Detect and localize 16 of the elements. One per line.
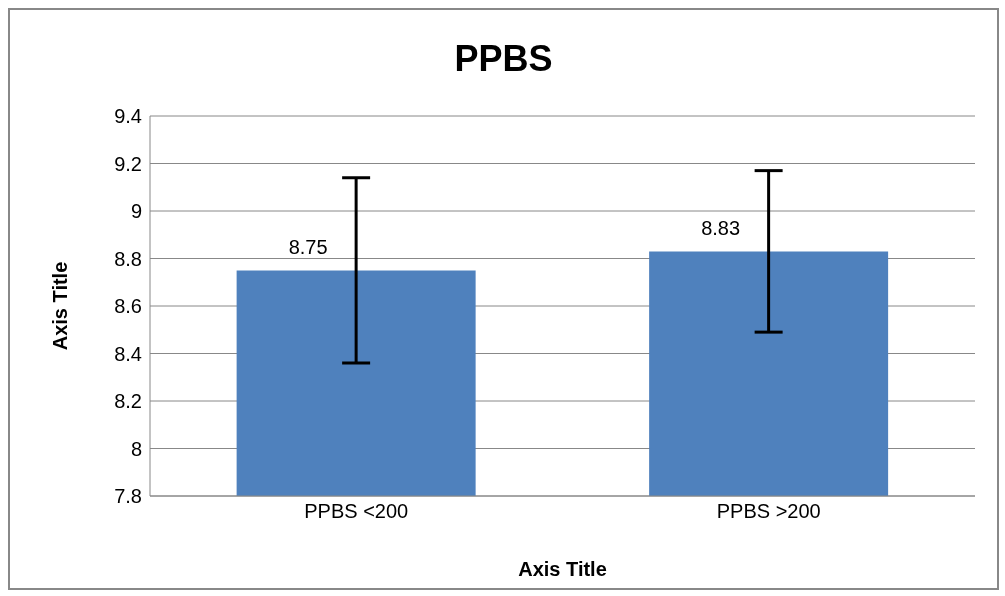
x-axis-title: Axis Title — [518, 558, 607, 580]
y-axis-title: Axis Title — [49, 261, 72, 351]
y-tick-label: 8.4 — [114, 342, 142, 365]
y-tick-label: 9 — [130, 200, 142, 223]
data-label: 8.83 — [701, 217, 741, 240]
x-tick-label: PPBS <200 — [304, 500, 409, 523]
y-tick-label: 8.8 — [114, 247, 142, 270]
y-tick-label: 8.6 — [114, 295, 142, 318]
y-tick-label: 8.2 — [114, 390, 142, 413]
y-tick-label: 7.8 — [114, 485, 142, 508]
chart-title: PPBS — [453, 37, 554, 81]
x-tick-label: PPBS >200 — [716, 500, 821, 523]
y-tick-label: 9.2 — [114, 152, 142, 175]
data-label: 8.75 — [288, 236, 328, 259]
y-tick-label: 8 — [130, 437, 142, 460]
y-tick-label: 9.4 — [114, 105, 142, 128]
